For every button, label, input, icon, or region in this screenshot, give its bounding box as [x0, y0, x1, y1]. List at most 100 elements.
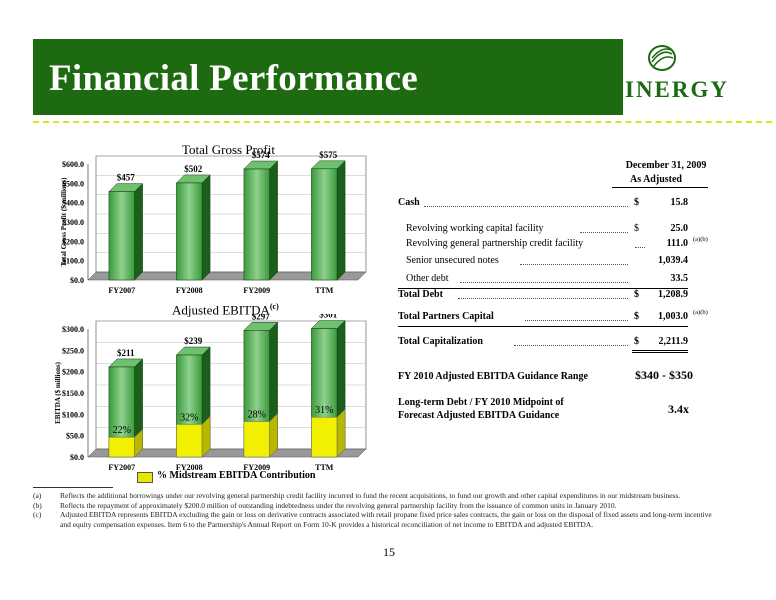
- y-tick-label: $100.0: [62, 257, 84, 266]
- guidance-label: FY 2010 Adjusted EBITDA Guidance Range: [398, 371, 588, 382]
- bar: [108, 191, 135, 281]
- table-row-value: 2,211.9: [658, 336, 688, 347]
- table-header-rule: [612, 187, 708, 188]
- guidance-value: $340 - $350: [635, 368, 693, 382]
- y-tick-label: $150.0: [62, 389, 84, 398]
- x-tick-label: FY2008: [176, 463, 203, 472]
- y-axis-label: Total Gross Profit ($ millions): [60, 177, 68, 267]
- bar-side: [336, 160, 346, 281]
- bar-midstream-segment: [176, 424, 203, 458]
- y-tick-label: $250.0: [62, 346, 84, 355]
- bar-value-label: $211: [117, 348, 135, 358]
- table-row-dollar: $: [634, 197, 639, 208]
- x-tick-label: FY2008: [176, 286, 203, 295]
- table-row-dollar: $: [634, 223, 639, 234]
- footnote: (a) Reflects the additional borrowings un…: [33, 491, 723, 501]
- bar-value-label: $574: [252, 150, 271, 160]
- table-row-label: Other debt: [406, 273, 449, 284]
- y-tick-label: $600.0: [62, 160, 84, 169]
- logo-text: INERGY: [625, 77, 730, 102]
- table-row-label: Total Debt: [398, 289, 443, 300]
- x-tick-label: TTM: [315, 463, 334, 472]
- y-tick-label: $200.0: [62, 368, 84, 377]
- footnote-rule: [33, 487, 113, 488]
- table-row-label: Total Capitalization: [398, 336, 483, 347]
- chart2-title-text: Adjusted EBITDA: [172, 302, 270, 318]
- y-tick-label: $0.0: [70, 276, 84, 285]
- table-row-label: Revolving general partnership credit fac…: [406, 238, 584, 249]
- table-rule: [398, 288, 688, 289]
- table-row-label: Revolving working capital facility: [406, 223, 544, 234]
- table-double-rule: [632, 352, 688, 353]
- table-row-dollar: $: [634, 336, 639, 347]
- y-tick-label: $400.0: [62, 199, 84, 208]
- table-row-value: 25.0: [670, 223, 689, 234]
- table-row-label: Total Partners Capital: [398, 311, 494, 322]
- ebitda-chart: $0.0 $50.0 $100.0 $150.0 $200.0 $250.0 $300.0 E…: [54, 314, 367, 472]
- footnote: (c) Adjusted EBITDA represents EBITDA exc…: [33, 510, 723, 529]
- footnote-mark: (b): [33, 500, 42, 510]
- table-row-leader: [460, 282, 628, 283]
- page-title: Financial Performance: [49, 58, 419, 99]
- footnote-text: Reflects the additional borrowings under…: [60, 491, 681, 500]
- x-tick-label: FY2009: [243, 463, 270, 472]
- bar: [176, 182, 203, 281]
- bar: [311, 168, 338, 281]
- y-tick-label: $300.0: [62, 218, 84, 227]
- logo-area: [623, 39, 772, 115]
- table-row-label: Senior unsecured notes: [406, 255, 499, 266]
- bar-value-label: $297: [252, 314, 271, 321]
- table-row-leader: [635, 247, 645, 248]
- footnote-text: Reflects the repayment of approximately …: [60, 500, 617, 510]
- footnote-mark: (c): [33, 510, 42, 519]
- chart2-title-note: (c): [269, 302, 279, 311]
- header-divider: [33, 121, 772, 123]
- table-row-leader: [520, 264, 628, 265]
- bar-value-label: $301: [319, 314, 338, 320]
- bar-midstream-side: [201, 415, 211, 458]
- y-tick-label: $500.0: [62, 179, 84, 188]
- y-tick-label: $300.0: [62, 325, 84, 334]
- table-row-leader: [514, 345, 628, 346]
- table-row-leader: [458, 298, 628, 299]
- table-header-date: December 31, 2009: [625, 160, 707, 171]
- table-rule: [398, 326, 688, 327]
- bar-midstream-segment: [311, 416, 338, 458]
- bar-value-label: $457: [117, 173, 136, 183]
- chart2-title: Adjusted EBITDA(c): [172, 302, 279, 318]
- ltd-label-line1: Long-term Debt / FY 2010 Midpoint of: [398, 397, 564, 408]
- footnote: (b) Reflects the repayment of approximate…: [33, 501, 723, 511]
- bar-percent-label: 31%: [315, 405, 333, 416]
- table-row-note: (a)(b): [693, 236, 708, 243]
- ltd-label-line2: Forecast Adjusted EBITDA Guidance: [398, 410, 560, 421]
- x-tick-label: FY2007: [108, 463, 135, 472]
- gross-profit-chart: $0.0 $100.0 $200.0 $300.0 $400.0 $500.0 $600.0…: [60, 150, 367, 295]
- bar-value-label: $575: [319, 150, 338, 160]
- bar-side: [134, 183, 143, 281]
- table-row-leader: [580, 232, 628, 233]
- bar-value-label: $239: [184, 336, 203, 346]
- page-number: 15: [383, 545, 395, 559]
- table-header-adjusted: As Adjusted: [630, 174, 682, 185]
- table-row-leader: [424, 206, 628, 207]
- table-row-label: Cash: [398, 197, 420, 208]
- table-row-value: 111.0: [666, 238, 688, 249]
- bar-percent-label: 22%: [113, 425, 131, 436]
- x-tick-label: TTM: [315, 286, 334, 295]
- table-double-rule: [632, 350, 688, 351]
- footnotes: (a) Reflects the additional borrowings un…: [33, 491, 723, 529]
- y-tick-label: $0.0: [70, 453, 84, 462]
- x-tick-label: FY2009: [243, 286, 270, 295]
- chart1-title: Total Gross Profit: [182, 142, 275, 157]
- y-tick-label: $100.0: [62, 410, 84, 419]
- bar-midstream-side: [336, 408, 346, 458]
- bar-side: [269, 160, 278, 281]
- bar-midstream-side: [134, 428, 143, 458]
- y-tick-label: $50.0: [66, 432, 84, 441]
- table-row-dollar: $: [634, 289, 639, 300]
- bar: [243, 168, 270, 281]
- table-row-dollar: $: [634, 311, 639, 322]
- bar-midstream-side: [269, 412, 278, 458]
- bar-side: [201, 174, 211, 281]
- legend-label: % Midstream EBITDA Contribution: [157, 470, 316, 481]
